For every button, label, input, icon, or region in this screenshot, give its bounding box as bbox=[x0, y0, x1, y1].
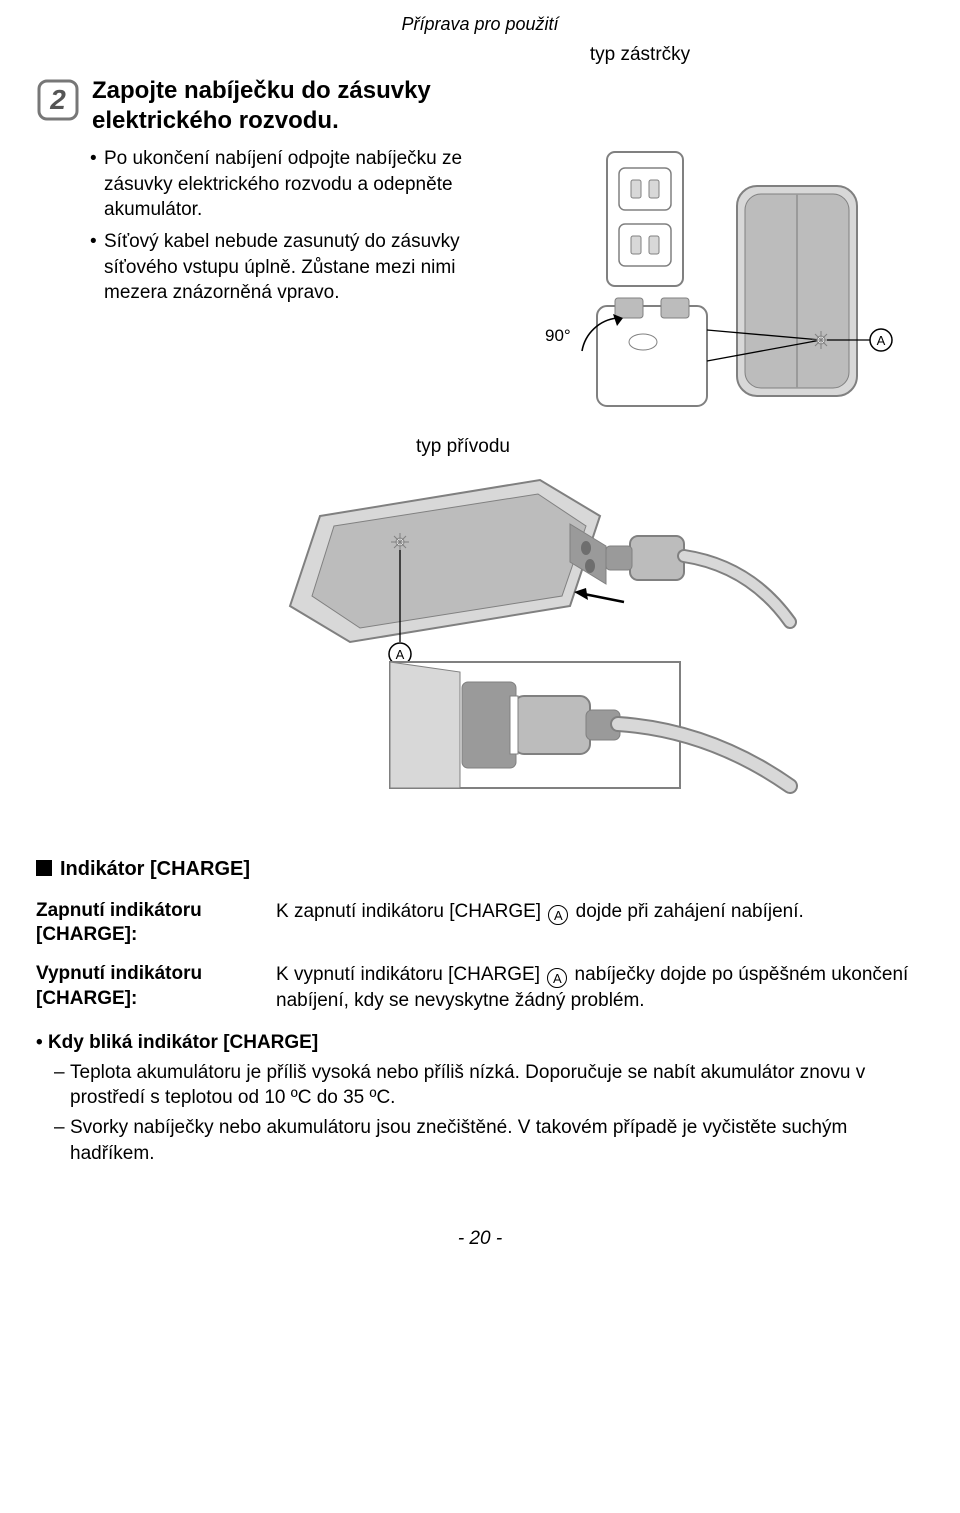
diagram-plug-type: 90° A bbox=[527, 146, 897, 416]
plug-type-label: typ zástrčky bbox=[356, 42, 924, 68]
step-bullet: Síťový kabel nebude zasunutý do zásuvky … bbox=[90, 229, 476, 306]
indicator-on-row: Zapnutí indikátoru [CHARGE]: K zapnutí i… bbox=[36, 899, 924, 948]
step-bullet-list: Po ukončení nabíjení odpojte nabíječku z… bbox=[36, 146, 476, 306]
callout-a-icon: A bbox=[547, 968, 567, 988]
svg-text:A: A bbox=[877, 333, 886, 348]
step-bullet: Po ukončení nabíjení odpojte nabíječku z… bbox=[90, 146, 476, 223]
indicator-off-row: Vypnutí indikátoru [CHARGE]: K vypnutí i… bbox=[36, 962, 924, 1014]
indicator-heading: Indikátor [CHARGE] bbox=[36, 856, 924, 883]
indicator-off-desc: K vypnutí indikátoru [CHARGE] A nabíječk… bbox=[276, 962, 924, 1014]
step-title: Zapojte nabíječku do zásuvky elektrickéh… bbox=[92, 76, 512, 136]
indicator-blink-item: Teplota akumulátoru je příliš vysoká neb… bbox=[54, 1060, 924, 1111]
page-number: - 20 - bbox=[36, 1226, 924, 1252]
indicator-blink-list: Teplota akumulátoru je příliš vysoká neb… bbox=[36, 1060, 924, 1167]
indicator-blink-item: Svorky nabíječky nebo akumulátoru jsou z… bbox=[54, 1115, 924, 1166]
indicator-blink-heading: Kdy bliká indikátor [CHARGE] bbox=[36, 1030, 924, 1056]
callout-a-icon: A bbox=[548, 905, 568, 925]
indicator-off-term: Vypnutí indikátoru [CHARGE]: bbox=[36, 962, 276, 1014]
page-eyebrow: Příprava pro použití bbox=[36, 12, 924, 36]
indicator-on-term: Zapnutí indikátoru [CHARGE]: bbox=[36, 899, 276, 948]
diagram-inlet-type: A bbox=[160, 466, 800, 796]
inlet-type-label: typ přívodu bbox=[416, 434, 924, 460]
indicator-on-desc: K zapnutí indikátoru [CHARGE] A dojde př… bbox=[276, 899, 924, 948]
step-header: 2 Zapojte nabíječku do zásuvky elektrick… bbox=[36, 76, 924, 136]
svg-text:90°: 90° bbox=[545, 326, 571, 345]
square-bullet-icon bbox=[36, 860, 52, 876]
svg-text:2: 2 bbox=[49, 84, 66, 115]
svg-text:A: A bbox=[396, 647, 405, 662]
step-number-badge: 2 bbox=[36, 78, 80, 122]
